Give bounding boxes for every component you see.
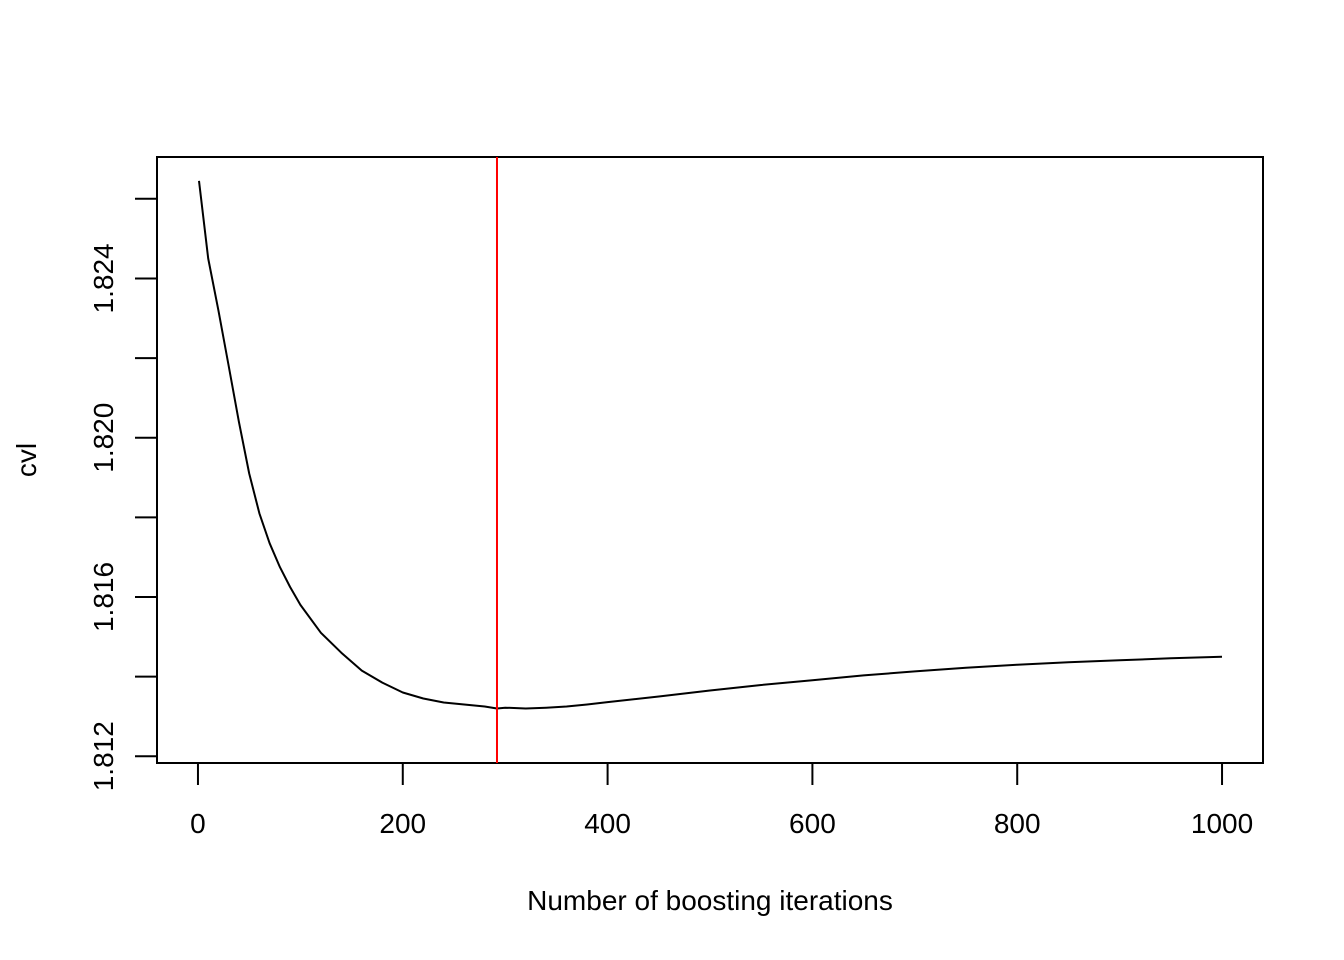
x-tick-label: 200 xyxy=(379,808,426,839)
x-tick-label: 800 xyxy=(994,808,1041,839)
y-axis-title: cvl xyxy=(11,443,42,477)
plot-frame xyxy=(156,156,1264,764)
y-tick-label: 1.816 xyxy=(88,562,119,632)
y-tick-label: 1.812 xyxy=(88,721,119,791)
y-tick-label: 1.820 xyxy=(88,403,119,473)
x-axis: 0 200 400 600 800 1000 xyxy=(190,762,1253,839)
x-tick-label: 600 xyxy=(789,808,836,839)
x-tick-label: 400 xyxy=(584,808,631,839)
y-axis: 1.812 1.816 1.820 1.824 xyxy=(88,197,158,791)
y-tick-label: 1.824 xyxy=(88,243,119,313)
x-tick-label: 0 xyxy=(190,808,206,839)
series-line xyxy=(198,180,1223,710)
series-layer xyxy=(198,180,1223,710)
x-tick-label: 1000 xyxy=(1191,808,1253,839)
x-axis-title: Number of boosting iterations xyxy=(527,885,893,916)
